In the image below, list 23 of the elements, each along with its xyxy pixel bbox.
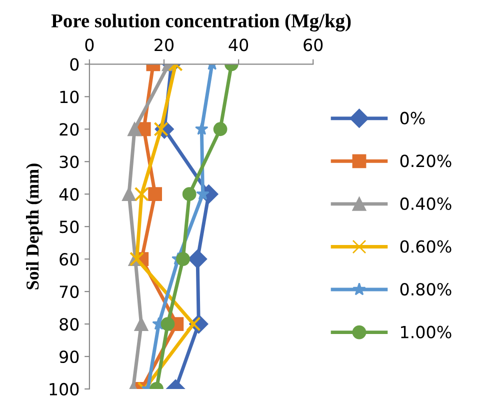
legend-label: 0.40%	[400, 197, 452, 210]
y-tick-label: 50	[60, 220, 79, 234]
y-tick-label: 20	[60, 123, 79, 136]
x-axis-title: Pore solution concentration (Mg/kg)	[51, 14, 351, 32]
legend-label: 0.60%	[400, 240, 452, 253]
legend-label: 0.20%	[400, 154, 452, 168]
y-tick-label: 10	[60, 90, 79, 104]
x-tick-label: 60	[304, 38, 323, 52]
y-tick-label: 80	[60, 318, 79, 331]
y-tick-label: 60	[60, 253, 79, 266]
x-tick-label: 40	[228, 38, 248, 52]
legend-label: 0%	[400, 112, 425, 124]
legend-label: 0.80%	[400, 282, 452, 296]
y-tick-label: 40	[59, 188, 79, 201]
legend-label: 1.00%	[401, 326, 452, 338]
y-tick-label: 30	[60, 156, 79, 168]
x-tick-label: 20	[154, 38, 174, 52]
y-axis-title: Soil Depth (mm)	[26, 164, 42, 290]
y-tick-label: 70	[60, 285, 79, 298]
y-tick-label: 100	[50, 382, 79, 396]
y-tick-label: 90	[60, 350, 79, 364]
x-tick-label: 0	[85, 38, 94, 52]
y-tick-label: 0	[70, 58, 79, 71]
